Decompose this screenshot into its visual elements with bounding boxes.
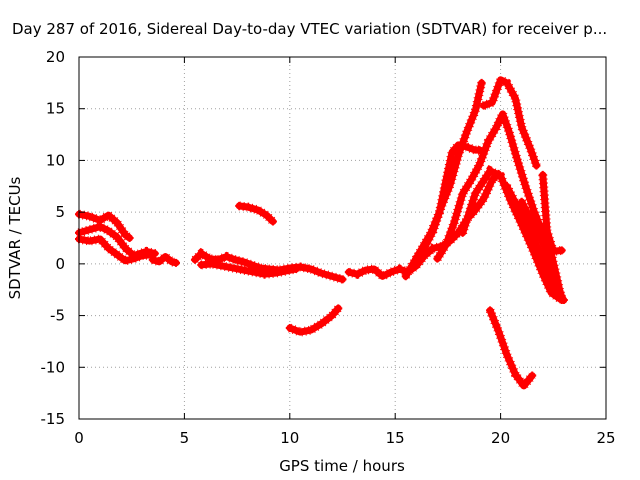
y-tick-label: -15 [41, 410, 66, 428]
point-marker [285, 323, 294, 332]
point-marker [412, 254, 421, 263]
plot-frame [78, 56, 607, 420]
series-trace-6-markers [200, 259, 297, 279]
point-marker [401, 272, 410, 281]
x-axis-title: GPS time / hours [279, 457, 405, 475]
point-marker [197, 260, 206, 269]
y-axis-title: SDTVAR / TECUs [6, 176, 24, 299]
y-tick-label: -5 [50, 307, 65, 325]
point-marker [171, 258, 180, 267]
data-series [75, 73, 568, 394]
point-marker [532, 161, 541, 170]
y-tick-label: 5 [55, 203, 65, 221]
point-marker [235, 201, 244, 210]
series-trace-11-markers [412, 81, 486, 262]
point-marker [458, 228, 467, 237]
point-marker [517, 197, 526, 206]
point-marker [528, 371, 537, 380]
x-tick-label: 25 [596, 429, 615, 447]
series-trace-1 [75, 210, 134, 242]
y-tick-label: 0 [55, 255, 65, 273]
series-trace-8-markers [288, 305, 342, 337]
chart-title: Day 287 of 2016, Sidereal Day-to-day VTE… [12, 20, 607, 38]
point-marker [559, 296, 568, 305]
point-marker [268, 217, 277, 226]
y-tick-label: 10 [46, 151, 65, 169]
point-marker [125, 234, 134, 242]
x-tick-label: 0 [74, 429, 84, 447]
x-tick-label: 20 [491, 429, 510, 447]
point-marker [433, 254, 442, 263]
series-trace-17-markers [517, 199, 564, 295]
axis-ticks: 0 5 10 15 20 25 -15 -10 -5 0 5 10 15 20 [41, 48, 616, 447]
series-trace-5-markers [191, 247, 344, 284]
point-marker [555, 288, 564, 297]
series-trace-3-markers [78, 234, 154, 266]
point-marker [557, 246, 566, 255]
x-tick-label: 15 [386, 429, 405, 447]
series-trace-7-markers [238, 201, 277, 225]
point-marker [486, 306, 495, 315]
point-marker [479, 101, 488, 110]
point-marker [148, 255, 157, 264]
y-tick-label: 15 [46, 100, 65, 118]
series-trace-10-markers [401, 139, 480, 279]
y-tick-label: -10 [41, 358, 66, 376]
series-trace-15 [486, 306, 536, 390]
y-tick-label: 20 [46, 48, 65, 66]
point-marker [334, 304, 343, 313]
x-tick-label: 5 [180, 429, 190, 447]
series-trace-14 [480, 76, 540, 170]
point-marker [502, 182, 511, 191]
point-marker [338, 275, 347, 284]
series-trace-9-markers [347, 170, 502, 282]
point-marker [190, 255, 199, 264]
x-tick-label: 10 [280, 429, 299, 447]
series-trace-18-markers [538, 174, 563, 257]
point-marker [538, 170, 547, 179]
point-marker [292, 265, 301, 274]
series-trace-15-markers [485, 308, 536, 394]
point-marker [477, 78, 486, 87]
point-marker [344, 268, 353, 277]
